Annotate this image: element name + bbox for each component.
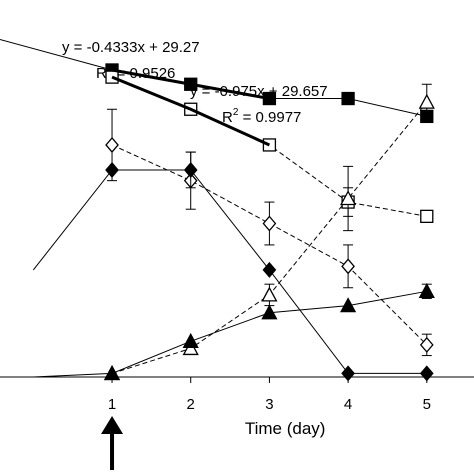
series-line bbox=[32, 169, 427, 374]
x-tick-label: 5 bbox=[423, 396, 431, 413]
regression-annotation-2: y = -0.975x + 29.657 R2 = 0.9977 bbox=[190, 83, 328, 126]
data-point bbox=[418, 93, 435, 109]
data-point bbox=[262, 261, 277, 278]
x-tick-label: 2 bbox=[187, 396, 195, 413]
data-point bbox=[261, 286, 278, 302]
data-point bbox=[419, 336, 434, 353]
data-point bbox=[418, 282, 435, 298]
x-tick-label: 4 bbox=[344, 396, 352, 413]
data-point bbox=[340, 190, 357, 206]
data-point bbox=[341, 91, 355, 106]
regression-equation-2: y = -0.975x + 29.657 bbox=[190, 83, 328, 100]
series-layer bbox=[0, 38, 435, 382]
regression-annotation-1: y = -0.4333x + 29.27 R2 = 0.9526 bbox=[62, 39, 200, 82]
data-point bbox=[182, 332, 199, 348]
series-9 bbox=[111, 75, 271, 147]
regression-r2-1: R2 = 0.9526 bbox=[96, 63, 175, 82]
data-point bbox=[341, 258, 355, 275]
data-point bbox=[261, 304, 278, 320]
series-6 bbox=[33, 282, 435, 381]
series-line bbox=[111, 68, 270, 101]
data-point bbox=[183, 161, 198, 178]
data-point bbox=[105, 161, 119, 178]
up-arrow-icon bbox=[101, 416, 124, 470]
series-1 bbox=[105, 63, 434, 124]
data-point bbox=[340, 297, 357, 313]
x-tick-label: 3 bbox=[265, 396, 273, 413]
series-line bbox=[33, 290, 427, 378]
data-point bbox=[105, 136, 119, 153]
x-ticks: 1 2 3 4 5 bbox=[108, 377, 431, 413]
series-4 bbox=[32, 151, 434, 382]
data-point bbox=[262, 215, 277, 232]
data-point bbox=[420, 209, 434, 224]
regression-r2-2: R2 = 0.9977 bbox=[222, 107, 301, 126]
series-8 bbox=[111, 68, 270, 101]
regression-equation-1: y = -0.4333x + 29.27 bbox=[62, 39, 200, 56]
x-axis-title: Time (day) bbox=[245, 419, 326, 438]
x-tick-label: 1 bbox=[108, 396, 116, 413]
series-line bbox=[111, 75, 271, 147]
